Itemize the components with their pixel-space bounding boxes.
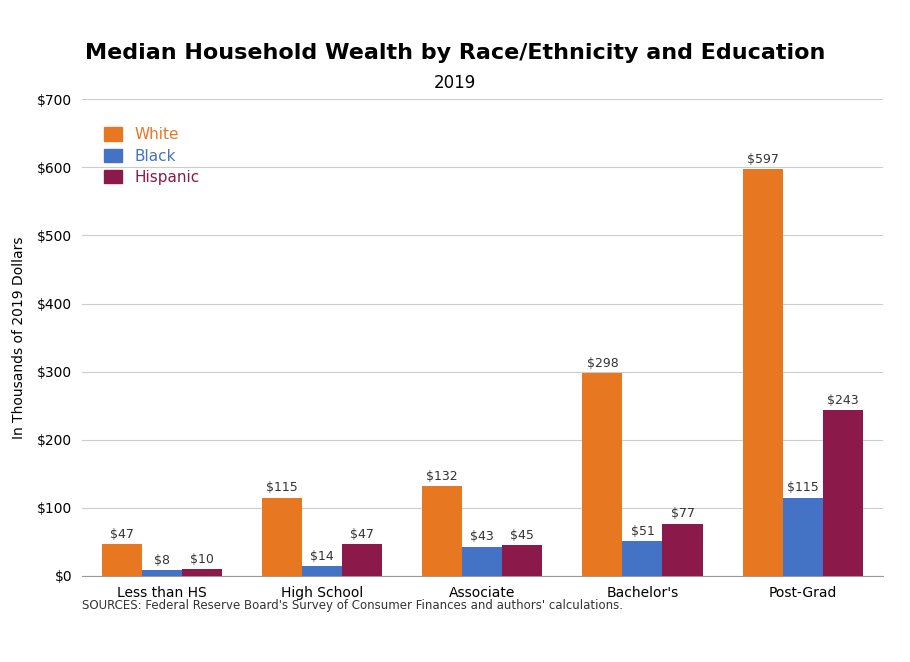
Bar [502, 545, 542, 576]
Bar [102, 544, 142, 576]
Text: $47: $47 [350, 528, 374, 541]
Bar [622, 542, 662, 576]
Bar [342, 544, 382, 576]
Bar [302, 567, 342, 576]
Text: 2019: 2019 [434, 73, 476, 92]
Bar [783, 498, 823, 576]
Bar [262, 498, 302, 576]
Text: SOURCES: Federal Reserve Board's Survey of Consumer Finances and authors' calcul: SOURCES: Federal Reserve Board's Survey … [82, 599, 623, 612]
Text: Federal Reserve Bank: Federal Reserve Bank [14, 637, 169, 651]
Bar [142, 571, 182, 576]
Bar [582, 373, 622, 576]
Text: $115: $115 [267, 481, 298, 495]
Bar [823, 410, 863, 576]
Y-axis label: In Thousands of 2019 Dollars: In Thousands of 2019 Dollars [12, 236, 25, 439]
Text: $10: $10 [190, 553, 214, 566]
Bar [422, 486, 462, 576]
Text: $243: $243 [827, 394, 858, 407]
Text: $8: $8 [154, 554, 170, 567]
Bar [743, 169, 783, 576]
Text: $298: $298 [587, 357, 618, 369]
Text: $132: $132 [427, 469, 458, 483]
Bar [662, 524, 703, 576]
Legend: White, Black, Hispanic: White, Black, Hispanic [97, 121, 206, 191]
Text: of: of [175, 637, 188, 651]
Text: $597: $597 [746, 153, 779, 166]
Text: $115: $115 [787, 481, 818, 495]
Text: St. Louis: St. Louis [196, 637, 255, 651]
Bar [182, 569, 222, 576]
Text: $51: $51 [631, 525, 654, 538]
Text: $77: $77 [671, 507, 694, 520]
Bar [462, 547, 502, 576]
Text: Median Household Wealth by Race/Ethnicity and Education: Median Household Wealth by Race/Ethnicit… [85, 43, 825, 63]
Text: $14: $14 [310, 550, 334, 563]
Text: $47: $47 [110, 528, 134, 541]
Text: $43: $43 [470, 530, 494, 544]
Text: $45: $45 [511, 529, 534, 542]
